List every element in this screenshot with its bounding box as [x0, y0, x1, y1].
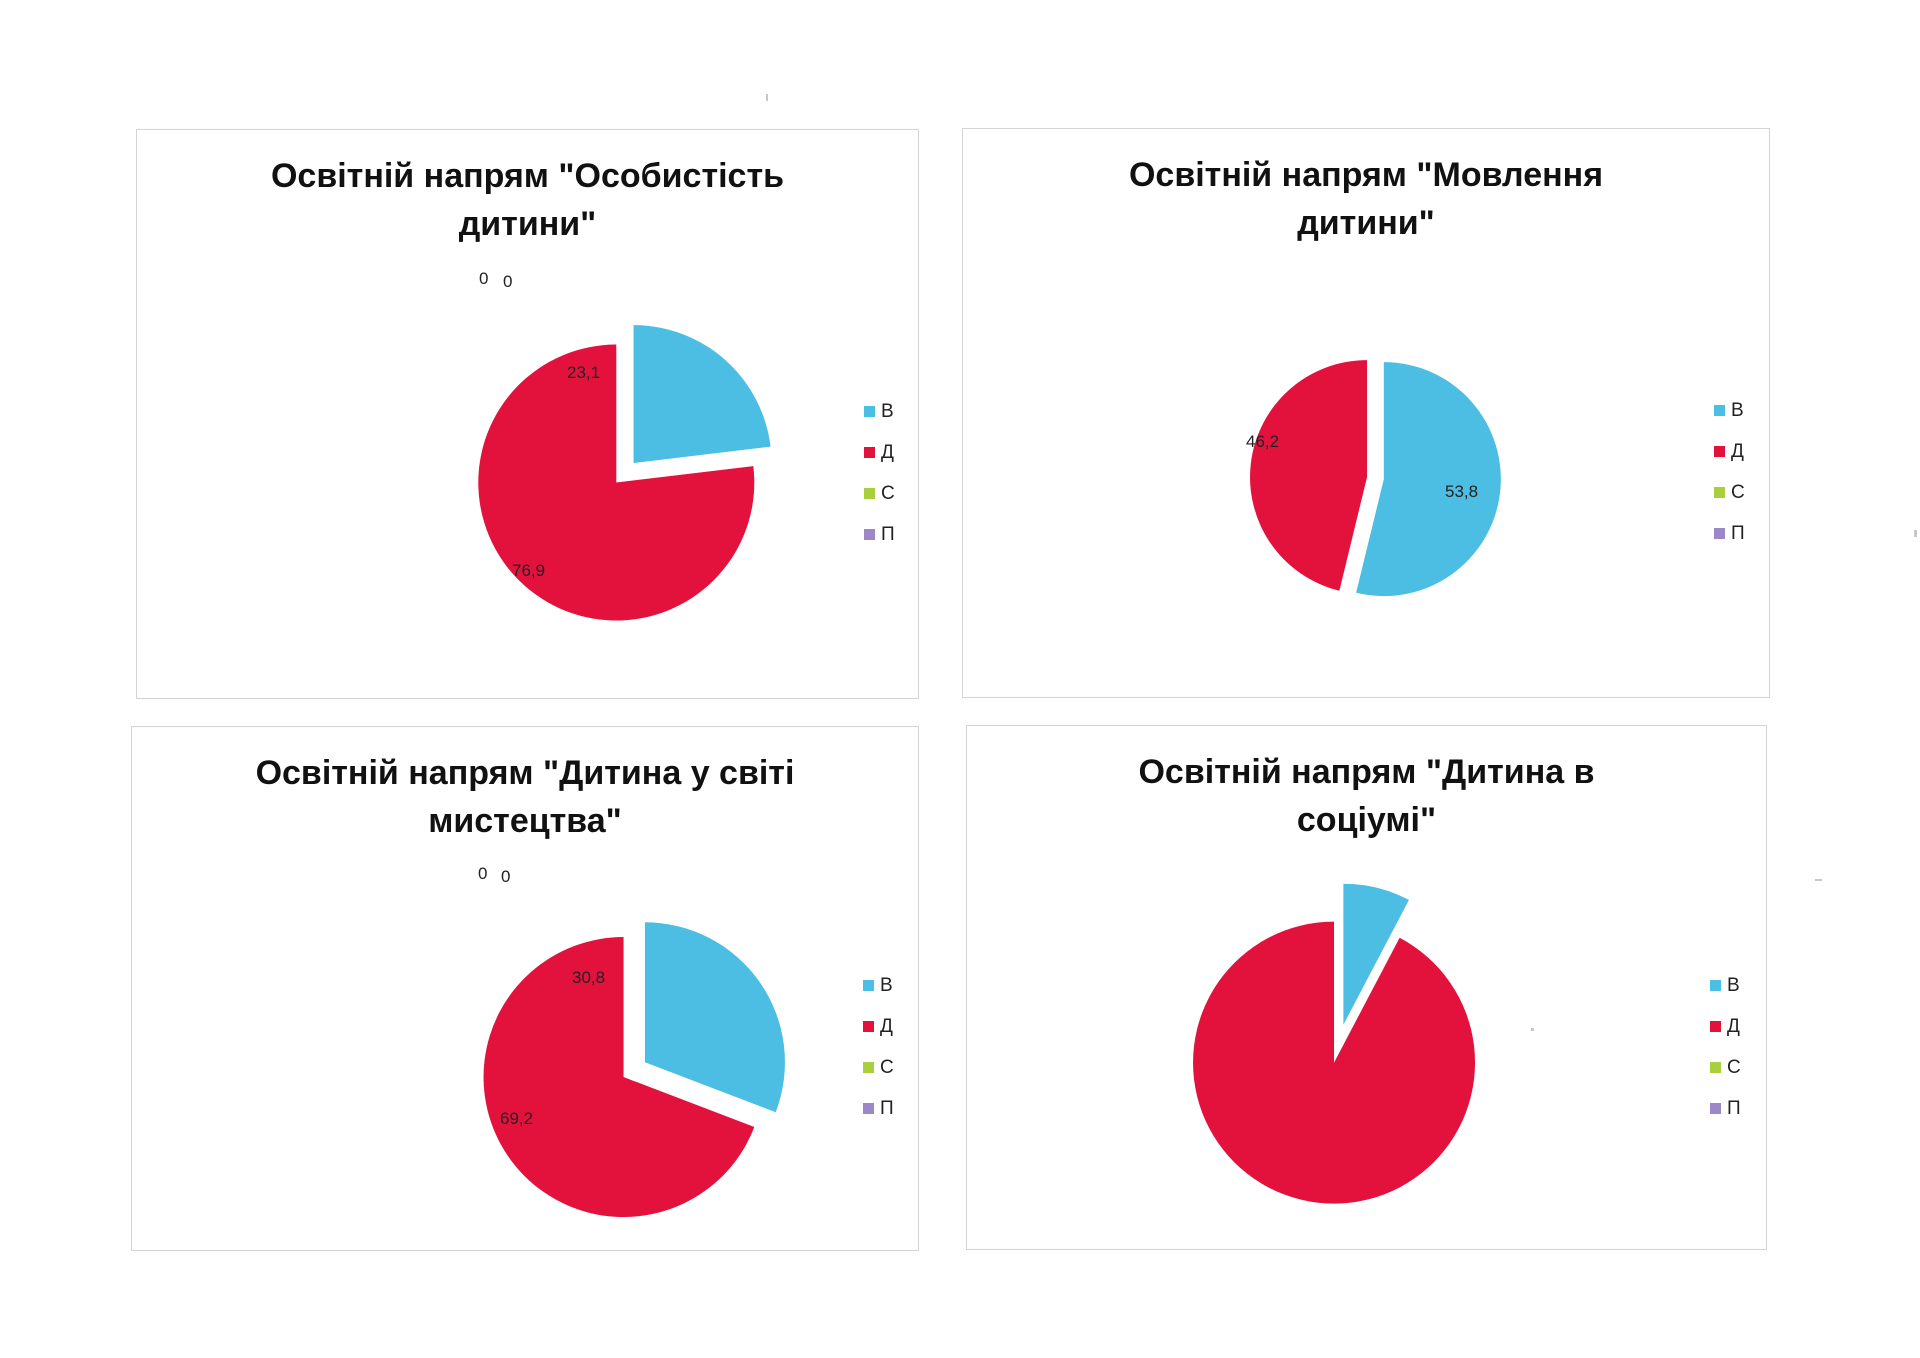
chart-title: Освітній напрям "Особистість дитини": [270, 157, 785, 243]
pie-slice-Д: [1250, 360, 1368, 591]
data-label-С: 0: [479, 269, 488, 288]
legend-swatch: [1714, 446, 1725, 457]
legend-item-В: В: [864, 391, 895, 432]
legend-item-С: С: [1714, 472, 1745, 513]
pie-slice-Д: [483, 937, 755, 1218]
chart-panel-1: Освітній напрям "Особистість дитини" 23,…: [136, 129, 919, 699]
legend-swatch: [864, 529, 875, 540]
legend-label: Д: [880, 1015, 893, 1037]
data-label-В: 23,1: [567, 363, 600, 382]
legend-swatch: [1710, 1103, 1721, 1114]
pie-slice-В: [1356, 362, 1501, 597]
legend-swatch: [1710, 1062, 1721, 1073]
chart-title: Освітній напрям "Мовлення дитини": [1128, 156, 1604, 242]
legend-label: С: [1727, 1056, 1741, 1078]
legend-swatch: [1714, 487, 1725, 498]
data-label-В: 53,8: [1445, 482, 1478, 501]
data-label-Д: 69,2: [500, 1109, 533, 1128]
legend-swatch: [863, 1021, 874, 1032]
legend-label: В: [881, 400, 894, 422]
legend-label: С: [881, 482, 895, 504]
pie-slice-В: [633, 325, 771, 464]
legend-label: С: [880, 1056, 894, 1078]
pie-chart: [1193, 883, 1476, 1204]
scan-speck: [1815, 879, 1822, 881]
legend-item-В: В: [1710, 965, 1741, 1006]
legend-label: В: [1731, 399, 1744, 421]
legend-swatch: [1710, 980, 1721, 991]
legend-swatch: [864, 488, 875, 499]
scan-speck: [1914, 530, 1917, 537]
legend-label: В: [880, 974, 893, 996]
data-label-В: 30,8: [572, 968, 605, 987]
legend-item-С: С: [1710, 1047, 1741, 1088]
legend-label: П: [1731, 522, 1745, 544]
legend-swatch: [864, 447, 875, 458]
legend-item-Д: Д: [1710, 1006, 1741, 1047]
legend-item-П: П: [864, 514, 895, 555]
legend-swatch: [863, 980, 874, 991]
scan-speck: [1531, 1028, 1534, 1031]
pie-chart: 53,8 46,2: [1246, 360, 1501, 597]
legend-label: Д: [1731, 440, 1744, 462]
data-label-Д: 76,9: [512, 561, 545, 580]
pie-slice-В: [644, 922, 785, 1113]
legend-item-П: П: [1714, 513, 1745, 554]
legend-swatch: [1714, 405, 1725, 416]
legend-swatch: [863, 1062, 874, 1073]
chart-panel-2: Освітній напрям "Мовлення дитини" 53,8 46…: [962, 128, 1770, 698]
legend-label: П: [880, 1097, 894, 1119]
chart-title: Освітній напрям "Дитина у світі мистецтв…: [255, 754, 795, 840]
legend-item-В: В: [863, 965, 894, 1006]
legend-item-С: С: [864, 473, 895, 514]
data-label-П: 0: [501, 867, 510, 886]
legend-swatch: [1710, 1021, 1721, 1032]
pie-slice-Д: [478, 344, 755, 621]
chart-panel-3: Освітній напрям "Дитина у світі мистецтв…: [131, 726, 919, 1251]
legend-label: Д: [881, 441, 894, 463]
data-label-П: 0: [503, 272, 512, 291]
legend-label: П: [1727, 1097, 1741, 1119]
pie-slice-В: [1343, 883, 1409, 1025]
pie-slice-Д: [1193, 921, 1476, 1204]
chart-title: Освітній напрям "Дитина в соціумі": [1138, 753, 1595, 839]
legend-label: В: [1727, 974, 1740, 996]
legend-swatch: [863, 1103, 874, 1114]
data-label-С: 0: [478, 864, 487, 883]
scan-speck: [766, 94, 768, 101]
pie-chart: 30,8 69,2 0 0: [478, 864, 785, 1218]
legend-item-Д: Д: [1714, 431, 1745, 472]
legend-label: Д: [1727, 1015, 1740, 1037]
legend-item-С: С: [863, 1047, 894, 1088]
data-label-Д: 46,2: [1246, 432, 1279, 451]
legend-label: С: [1731, 481, 1745, 503]
legend-item-Д: Д: [863, 1006, 894, 1047]
legend-swatch: [864, 406, 875, 417]
legend-item-Д: Д: [864, 432, 895, 473]
legend-label: П: [881, 523, 895, 545]
legend-item-В: В: [1714, 390, 1745, 431]
pie-chart: 23,1 76,9 0 0: [478, 269, 771, 621]
legend-item-П: П: [1710, 1088, 1741, 1129]
legend-swatch: [1714, 528, 1725, 539]
legend-item-П: П: [863, 1088, 894, 1129]
